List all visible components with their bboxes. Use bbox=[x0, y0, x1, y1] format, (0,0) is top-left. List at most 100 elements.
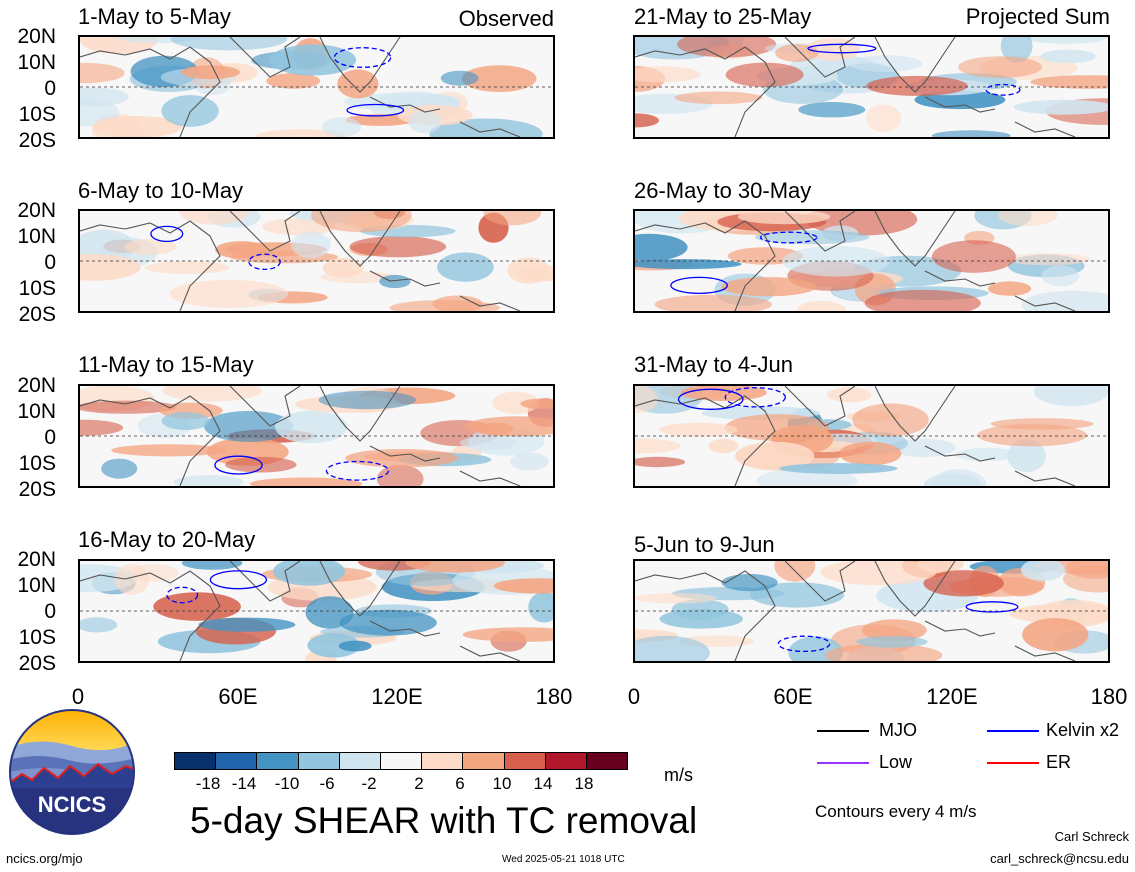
shear-shading bbox=[516, 265, 553, 282]
shear-shading bbox=[852, 403, 929, 437]
footer-email[interactable]: carl_schreck@ncsu.edu bbox=[990, 851, 1129, 866]
legend-line-kelvin bbox=[987, 730, 1039, 732]
colorbar-tick: 18 bbox=[574, 774, 594, 793]
kelvin-contour bbox=[724, 387, 786, 408]
lon-label: 60E bbox=[773, 684, 813, 709]
logo-text: NCICS bbox=[38, 792, 106, 817]
lat-label: 0 bbox=[44, 426, 56, 449]
panel-title: 21-May to 25-May bbox=[634, 4, 812, 29]
shear-shading bbox=[635, 259, 742, 270]
projected-label: Projected Sum bbox=[965, 4, 1110, 29]
shear-shading bbox=[338, 640, 372, 652]
lat-label: 10N bbox=[17, 574, 56, 597]
shear-shading bbox=[635, 233, 688, 261]
lat-label: 10N bbox=[17, 225, 56, 248]
shear-shading bbox=[734, 441, 815, 471]
shear-map bbox=[78, 384, 555, 488]
kelvin-contour bbox=[965, 601, 1019, 613]
shear-shading bbox=[955, 447, 1020, 462]
lat-label: 20S bbox=[18, 129, 56, 152]
panel-title: 6-May to 10-May bbox=[78, 178, 244, 203]
shear-shading bbox=[181, 561, 243, 570]
lon-label: 180 bbox=[1090, 684, 1128, 709]
shear-shading bbox=[1062, 565, 1108, 593]
lat-label: 20N bbox=[17, 199, 56, 222]
shear-shading bbox=[635, 438, 681, 454]
kelvin-contour bbox=[214, 455, 263, 475]
lat-label: 0 bbox=[44, 251, 56, 274]
panel-title: 31-May to 4-Jun bbox=[634, 352, 793, 377]
lat-label: 0 bbox=[44, 77, 56, 100]
legend-line-er bbox=[987, 762, 1039, 764]
shear-shading bbox=[345, 114, 416, 126]
shear-shading bbox=[1007, 439, 1046, 473]
shear-shading bbox=[520, 398, 553, 409]
shear-map bbox=[78, 35, 555, 139]
shear-shading bbox=[198, 617, 296, 632]
map-field bbox=[80, 37, 553, 137]
shear-shading bbox=[796, 300, 847, 311]
shear-shading bbox=[635, 635, 710, 661]
legend-line-low bbox=[817, 762, 869, 764]
shear-shading bbox=[80, 419, 124, 436]
observed-label: Observed bbox=[458, 6, 554, 31]
main-title: 5-day SHEAR with TC removal bbox=[190, 800, 698, 841]
shear-shading bbox=[92, 115, 182, 137]
colorbar-tick: 10 bbox=[492, 774, 512, 793]
shear-shading bbox=[866, 104, 902, 132]
kelvin-contour bbox=[807, 43, 877, 54]
map-field bbox=[635, 37, 1108, 137]
legend-label-low: Low bbox=[879, 752, 913, 772]
kelvin-contour bbox=[150, 225, 184, 243]
colorbar-units: m/s bbox=[664, 765, 693, 785]
shear-shading bbox=[266, 73, 321, 89]
shear-shading bbox=[405, 561, 505, 573]
kelvin-contour bbox=[677, 388, 744, 410]
shear-shading bbox=[461, 65, 537, 92]
shear-shading bbox=[635, 593, 717, 604]
panel-title: 26-May to 30-May bbox=[634, 178, 812, 203]
legend-label-kelvin: Kelvin x2 bbox=[1046, 720, 1120, 740]
shear-shading bbox=[1033, 386, 1108, 407]
shear-shading bbox=[958, 56, 1042, 78]
shear-shading bbox=[861, 619, 927, 642]
shear-shading bbox=[848, 55, 923, 72]
panel-title: 5-Jun to 9-Jun bbox=[634, 532, 775, 557]
shear-shading bbox=[510, 452, 549, 471]
shear-shading bbox=[721, 574, 778, 592]
shear-shading bbox=[462, 627, 553, 642]
shear-shading bbox=[153, 592, 241, 621]
lat-label: 10S bbox=[18, 277, 56, 300]
map-field bbox=[635, 386, 1108, 486]
shear-shading bbox=[291, 231, 331, 259]
shear-shading bbox=[931, 130, 1011, 137]
shear-map bbox=[633, 209, 1110, 313]
shear-shading bbox=[307, 633, 361, 658]
shear-shading bbox=[635, 66, 701, 83]
shear-shading bbox=[170, 37, 288, 51]
shear-shading bbox=[820, 561, 937, 586]
shear-shading bbox=[169, 279, 289, 308]
shear-shading bbox=[987, 281, 1032, 296]
colorbar-tick: 2 bbox=[414, 774, 424, 793]
map-field bbox=[80, 386, 553, 486]
shear-shading bbox=[178, 211, 250, 225]
shear-shading bbox=[1041, 265, 1080, 287]
shear-shading bbox=[827, 387, 872, 403]
shear-shading bbox=[721, 277, 817, 297]
lat-label: 10N bbox=[17, 400, 56, 423]
panel-title: 16-May to 20-May bbox=[78, 527, 256, 552]
shear-shading bbox=[173, 475, 244, 486]
shear-shading bbox=[269, 44, 357, 76]
footer-url[interactable]: ncics.org/mjo bbox=[6, 851, 83, 866]
shear-shading bbox=[654, 294, 772, 311]
shear-map bbox=[633, 384, 1110, 488]
shear-shading bbox=[674, 91, 763, 105]
shear-shading bbox=[856, 636, 928, 648]
map-field bbox=[80, 561, 553, 661]
kelvin-contour bbox=[166, 586, 199, 604]
shear-shading bbox=[80, 87, 129, 107]
shear-shading bbox=[1040, 49, 1096, 64]
shear-shading bbox=[345, 449, 458, 468]
lat-label: 20N bbox=[17, 548, 56, 571]
